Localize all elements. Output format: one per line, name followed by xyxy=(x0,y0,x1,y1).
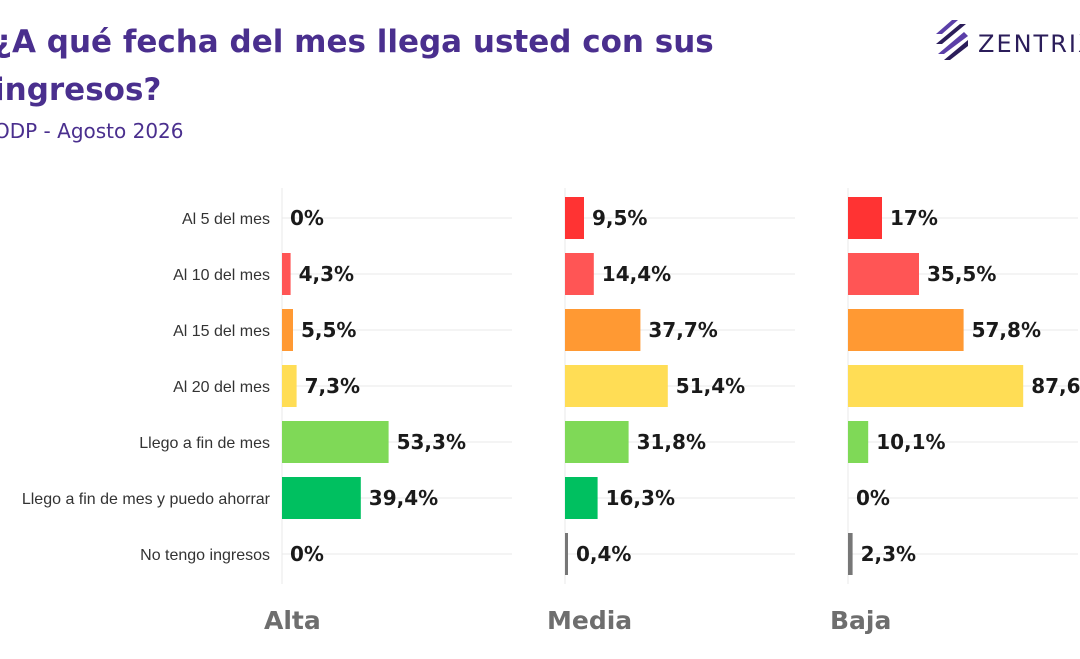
category-label: Llego a fin de mes xyxy=(139,435,270,452)
panel-label: Baja xyxy=(830,606,891,635)
data-label: 7,3% xyxy=(305,374,360,398)
bar xyxy=(565,477,598,519)
data-label: 53,3% xyxy=(397,430,466,454)
panel-label: Alta xyxy=(264,606,321,635)
bar xyxy=(848,309,964,351)
logo-text: ZENTRIX xyxy=(978,30,1080,58)
data-label: 2,3% xyxy=(861,542,916,566)
data-label: 14,4% xyxy=(602,262,671,286)
bar xyxy=(282,309,293,351)
data-label: 17% xyxy=(890,206,938,230)
bar xyxy=(565,421,629,463)
data-label: 35,5% xyxy=(927,262,996,286)
category-label: Al 15 del mes xyxy=(173,323,270,340)
category-label: Al 20 del mes xyxy=(173,379,270,396)
bar xyxy=(565,309,641,351)
data-label: 39,4% xyxy=(369,486,438,510)
data-label: 5,5% xyxy=(301,318,356,342)
data-label: 37,7% xyxy=(648,318,717,342)
category-label: Al 10 del mes xyxy=(173,267,270,284)
brand-logo: ZENTRIX xyxy=(934,18,1080,68)
bar xyxy=(565,365,668,407)
data-label: 0% xyxy=(856,486,890,510)
category-label: No tengo ingresos xyxy=(140,547,270,564)
data-label: 0,4% xyxy=(576,542,631,566)
bar xyxy=(282,477,361,519)
panel-label: Media xyxy=(547,606,632,635)
bar xyxy=(848,253,919,295)
bar xyxy=(848,197,882,239)
bar xyxy=(565,533,568,575)
bar xyxy=(848,365,1024,407)
bar xyxy=(848,533,853,575)
chart-subtitle: ODP - Agosto 2026 xyxy=(0,119,184,143)
data-label: 51,4% xyxy=(676,374,745,398)
zentrix-stripes-icon xyxy=(936,20,968,60)
bar xyxy=(565,197,584,239)
category-label: Llego a fin de mes y puedo ahorrar xyxy=(22,491,271,508)
data-label: 87,6% xyxy=(1031,374,1080,398)
bar xyxy=(282,421,389,463)
data-label: 9,5% xyxy=(592,206,647,230)
bar xyxy=(565,253,594,295)
data-label: 4,3% xyxy=(299,262,354,286)
bar xyxy=(282,365,297,407)
data-label: 0% xyxy=(290,542,324,566)
category-label: Al 5 del mes xyxy=(182,211,270,228)
data-label: 10,1% xyxy=(876,430,945,454)
bar xyxy=(282,253,291,295)
data-label: 57,8% xyxy=(972,318,1041,342)
data-label: 16,3% xyxy=(606,486,675,510)
chart-title: ¿A qué fecha del mes llega usted con sus… xyxy=(0,24,714,108)
data-label: 31,8% xyxy=(637,430,706,454)
data-label: 0% xyxy=(290,206,324,230)
bar xyxy=(848,421,869,463)
